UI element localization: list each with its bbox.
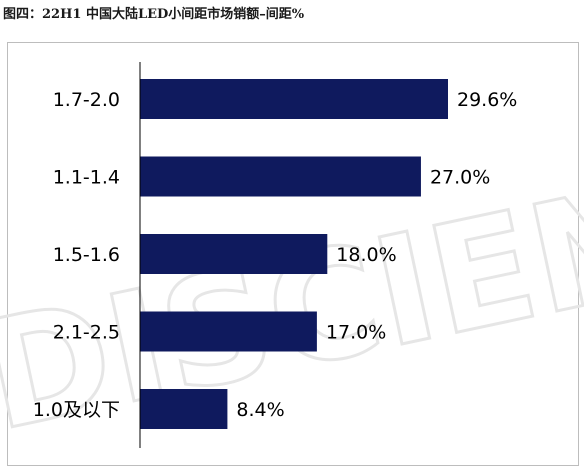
category-labels: 1.7-2.0 1.1-1.4 1.5-1.6 2.1-2.5 1.0及以下 — [33, 89, 120, 421]
category-label-1: 1.1-1.4 — [53, 167, 120, 189]
chart-title: 图四：22H1 中国大陆LED小间距市场销额–间距% — [3, 7, 305, 22]
category-label-4: 1.0及以下 — [33, 399, 120, 421]
bar-4 — [140, 389, 228, 429]
bar-0 — [140, 79, 448, 119]
value-label-0: 29.6% — [457, 89, 517, 111]
value-label-4: 8.4% — [236, 399, 284, 421]
value-label-1: 27.0% — [430, 167, 490, 189]
value-label-2: 18.0% — [336, 244, 396, 266]
bar-2 — [140, 234, 328, 274]
bar-1 — [140, 156, 421, 197]
value-labels: 29.6% 27.0% 18.0% 17.0% 8.4% — [236, 89, 517, 421]
category-label-3: 2.1-2.5 — [53, 322, 120, 344]
value-label-3: 17.0% — [326, 322, 386, 344]
bar-group — [140, 79, 448, 429]
category-label-2: 1.5-1.6 — [53, 244, 120, 266]
category-label-0: 1.7-2.0 — [53, 89, 120, 111]
bar-3 — [140, 311, 317, 352]
